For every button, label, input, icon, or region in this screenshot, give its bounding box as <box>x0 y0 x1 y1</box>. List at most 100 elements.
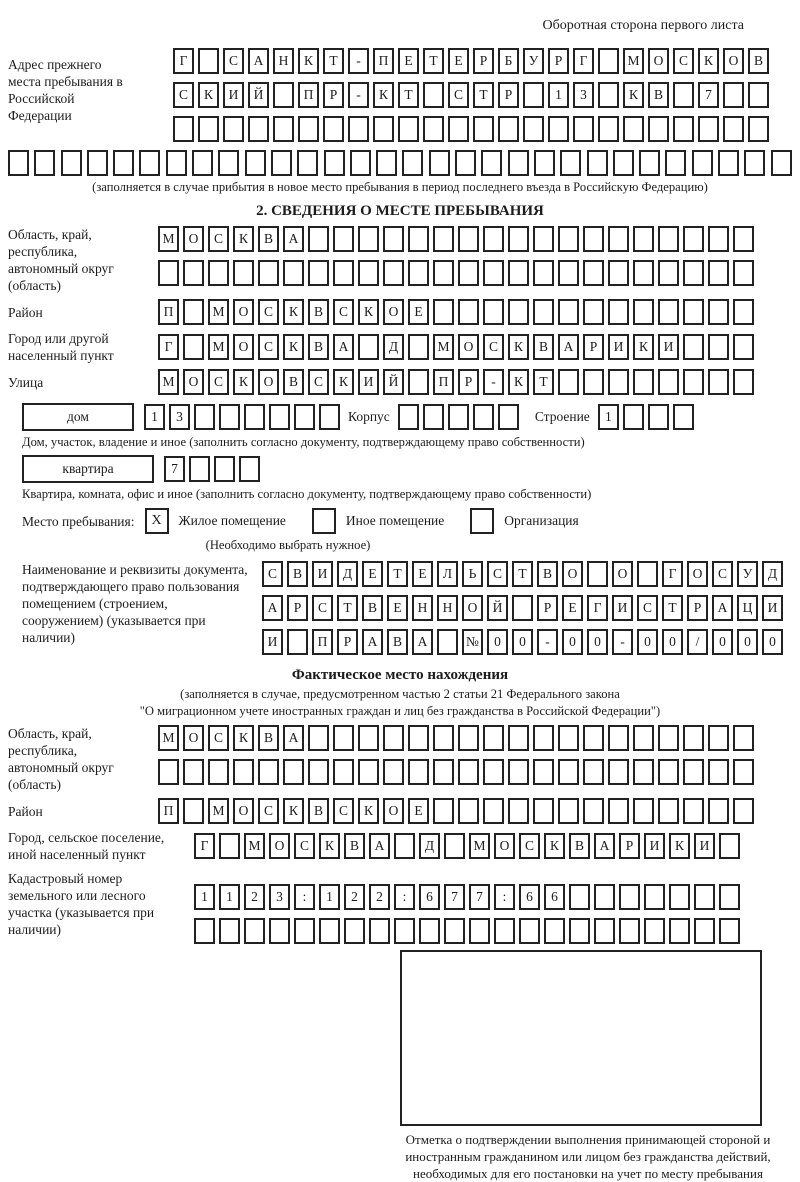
char-cell: А <box>262 595 283 621</box>
char-cell <box>433 299 454 325</box>
char-cell <box>244 150 266 176</box>
char-cell: Е <box>408 299 429 325</box>
apartment-caption: Квартира, комната, офис и иное (заполнит… <box>22 487 592 501</box>
stay-type-row: Место пребывания: X Жилое помещение Иное… <box>22 508 792 534</box>
char-cell: И <box>694 833 715 859</box>
char-cell <box>633 369 654 395</box>
char-cell <box>573 116 594 142</box>
char-cell <box>189 456 210 482</box>
char-cell <box>358 260 379 286</box>
char-cell: П <box>373 48 394 74</box>
char-cell <box>383 725 404 751</box>
char-cell <box>173 116 194 142</box>
char-cell <box>708 369 729 395</box>
char-cell <box>658 299 679 325</box>
char-cell <box>233 759 254 785</box>
char-cell <box>344 918 365 944</box>
char-cell: О <box>269 833 290 859</box>
char-cell <box>192 150 214 176</box>
char-cell: В <box>362 595 383 621</box>
char-cell: И <box>262 629 283 655</box>
char-cell: О <box>458 334 479 360</box>
char-cell <box>208 759 229 785</box>
korpus-label: Корпус <box>348 409 390 424</box>
char-cell <box>308 725 329 751</box>
char-cell <box>423 116 444 142</box>
char-cell: К <box>283 299 304 325</box>
char-cell <box>458 725 479 751</box>
char-cell <box>673 116 694 142</box>
char-cell: В <box>308 299 329 325</box>
char-cell: Е <box>412 561 433 587</box>
char-cell: К <box>333 369 354 395</box>
char-cell: Р <box>687 595 708 621</box>
char-cell <box>258 759 279 785</box>
char-cell: Т <box>662 595 683 621</box>
char-cell <box>244 918 265 944</box>
char-cell: М <box>158 369 179 395</box>
char-cell: Р <box>287 595 308 621</box>
char-cell <box>694 884 715 910</box>
char-cell: - <box>348 48 369 74</box>
char-cell: С <box>208 226 229 252</box>
char-cell: И <box>312 561 333 587</box>
char-cell: Г <box>173 48 194 74</box>
char-cell <box>323 116 344 142</box>
char-cell: К <box>298 48 319 74</box>
char-cell: В <box>287 561 308 587</box>
char-cell <box>523 82 544 108</box>
char-cell: Г <box>662 561 683 587</box>
char-cell <box>373 116 394 142</box>
char-cell <box>498 116 519 142</box>
char-cell: 0 <box>637 629 658 655</box>
actual-location-caption-line1: (заполняется в случае, предусмотренном ч… <box>180 687 620 701</box>
char-cell <box>633 798 654 824</box>
char-cell <box>270 150 292 176</box>
char-cell <box>744 150 766 176</box>
char-cell: М <box>208 299 229 325</box>
char-cell <box>473 116 494 142</box>
char-cell <box>507 150 529 176</box>
char-cell <box>558 798 579 824</box>
char-cell <box>619 918 640 944</box>
char-cell <box>319 404 340 430</box>
char-cell: - <box>483 369 504 395</box>
char-cell <box>672 404 694 430</box>
char-cell: 1 <box>144 404 165 430</box>
char-cell <box>258 260 279 286</box>
char-cell <box>708 260 729 286</box>
prev-address-label: Адрес прежнего места пребывания в Россий… <box>8 57 123 123</box>
char-cell: В <box>344 833 365 859</box>
char-cell <box>560 150 582 176</box>
char-cell <box>219 833 240 859</box>
char-cell <box>244 404 265 430</box>
char-cell: К <box>233 725 254 751</box>
char-cell <box>394 918 415 944</box>
char-cell: Т <box>512 561 533 587</box>
char-cell <box>248 116 269 142</box>
char-cell <box>694 918 715 944</box>
char-cell <box>219 918 240 944</box>
char-cell: П <box>158 798 179 824</box>
region-label: Область, край, республика, автономный ок… <box>8 227 114 293</box>
char-cell <box>633 725 654 751</box>
char-cell <box>658 725 679 751</box>
char-cell: 3 <box>573 82 594 108</box>
char-cell <box>448 116 469 142</box>
char-cell <box>691 150 713 176</box>
char-cell <box>647 404 669 430</box>
char-cell: С <box>258 334 279 360</box>
char-cell <box>218 150 240 176</box>
korpus-cells <box>397 404 519 430</box>
char-cell: С <box>519 833 540 859</box>
char-cell: : <box>294 884 315 910</box>
char-cell: - <box>612 629 633 655</box>
char-cell: Й <box>383 369 404 395</box>
char-cell: С <box>262 561 283 587</box>
char-cell <box>733 260 754 286</box>
stay-type-option-zhiloe: Жилое помещение <box>178 513 286 528</box>
char-cell: И <box>358 369 379 395</box>
